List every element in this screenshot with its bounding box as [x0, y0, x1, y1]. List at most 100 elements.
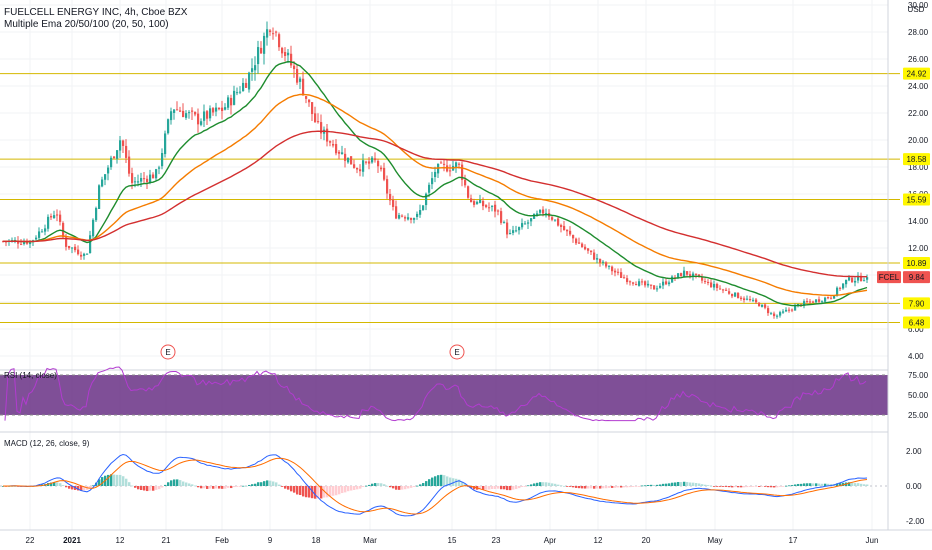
level-price-label: 6.48: [909, 319, 925, 328]
macd-histogram-bar: [278, 484, 281, 486]
candle-body: [566, 229, 569, 232]
macd-histogram-bar: [566, 486, 569, 487]
macd-histogram-bar: [59, 483, 62, 486]
macd-histogram-bar: [674, 482, 677, 486]
candle-body: [281, 47, 284, 54]
candle-body: [716, 283, 719, 289]
macd-histogram-bar: [503, 486, 506, 490]
macd-histogram-bar: [782, 486, 785, 487]
candle-body: [749, 299, 752, 301]
candle-body: [614, 270, 617, 273]
macd-histogram-bar: [326, 486, 329, 498]
candle-body: [251, 68, 254, 72]
macd-histogram-bar: [341, 486, 344, 494]
candle-body: [116, 150, 119, 159]
candle-body: [599, 258, 602, 263]
candle-body: [398, 215, 401, 219]
candle-body: [785, 309, 788, 312]
candle-body: [365, 161, 368, 163]
macd-histogram-bar: [242, 485, 245, 487]
candle-body: [362, 160, 365, 172]
candle-body: [860, 275, 863, 282]
candle-body: [125, 145, 128, 158]
candle-body: [188, 112, 191, 114]
macd-histogram-bar: [854, 483, 857, 486]
candle-body: [545, 213, 548, 215]
candle-body: [29, 240, 32, 245]
candle-body: [734, 292, 737, 297]
macd-histogram-bar: [713, 486, 716, 487]
macd-histogram-bar: [695, 483, 698, 486]
macd-histogram-bar: [563, 485, 566, 487]
macd-histogram-bar: [620, 486, 623, 488]
candle-body: [407, 217, 410, 220]
price-tick-label: 4.00: [908, 352, 924, 361]
candle-body: [641, 281, 644, 283]
candle-body: [482, 200, 485, 207]
last-price-label: 9.84: [909, 273, 925, 282]
candle-body: [530, 218, 533, 222]
macd-histogram-bar: [122, 476, 125, 486]
candle-body: [215, 107, 218, 112]
signal-line: [3, 457, 868, 515]
macd-histogram-bar: [560, 485, 563, 487]
time-tick-label: May: [707, 536, 722, 545]
candle-body: [431, 178, 434, 185]
macd-histogram-bar: [287, 486, 290, 490]
macd-histogram-bar: [725, 486, 728, 487]
macd-histogram-bar: [605, 486, 608, 489]
candle-body: [845, 279, 848, 285]
symbol-badge-box: [877, 271, 901, 284]
candle-body: [809, 301, 812, 303]
last-price-box: [903, 271, 930, 284]
candle-body: [686, 271, 689, 275]
macd-histogram-bar: [482, 486, 485, 490]
macd-histogram-bar: [281, 486, 284, 487]
macd-histogram-bar: [83, 486, 86, 491]
candle-body: [515, 230, 518, 232]
candle-body: [629, 281, 632, 283]
candle-body: [131, 173, 134, 183]
candle-body: [569, 230, 572, 235]
candle-body: [287, 52, 290, 56]
candle-body: [299, 78, 302, 82]
macd-histogram-bar: [53, 482, 56, 486]
candle-body: [737, 293, 740, 299]
candle-body: [257, 47, 260, 65]
candle-body: [818, 299, 821, 302]
candle-body: [122, 140, 125, 146]
candle-body: [83, 253, 86, 256]
candle-body: [389, 194, 392, 201]
candle-body: [701, 277, 704, 281]
macd-histogram-bar: [323, 486, 326, 498]
macd-histogram-bar: [710, 485, 713, 487]
macd-histogram-bar: [686, 482, 689, 486]
macd-histogram-bar: [683, 481, 686, 486]
macd-histogram-bar: [365, 485, 368, 487]
macd-histogram-bar: [170, 480, 173, 486]
macd-histogram-bar: [860, 483, 863, 486]
candle-body: [335, 144, 338, 154]
candle-body: [74, 246, 77, 251]
macd-histogram-bar: [662, 483, 665, 486]
candle-body: [827, 297, 830, 299]
candle-body: [623, 277, 626, 279]
macd-histogram-bar: [524, 486, 527, 487]
candle-body: [851, 277, 854, 283]
candle-body: [326, 128, 329, 142]
candle-body: [464, 179, 467, 186]
candle-body: [575, 238, 578, 244]
candle-body: [587, 248, 590, 251]
candle-body: [485, 205, 488, 208]
time-tick-label: Mar: [363, 536, 377, 545]
macd-histogram-bar: [455, 478, 458, 486]
candle-body: [50, 216, 53, 218]
macd-histogram-bar: [398, 486, 401, 490]
macd-histogram-bar: [101, 477, 104, 486]
macd-histogram-bar: [689, 482, 692, 486]
level-price-box: [903, 297, 930, 310]
macd-histogram-bar: [437, 475, 440, 486]
macd-histogram-bar: [452, 478, 455, 486]
